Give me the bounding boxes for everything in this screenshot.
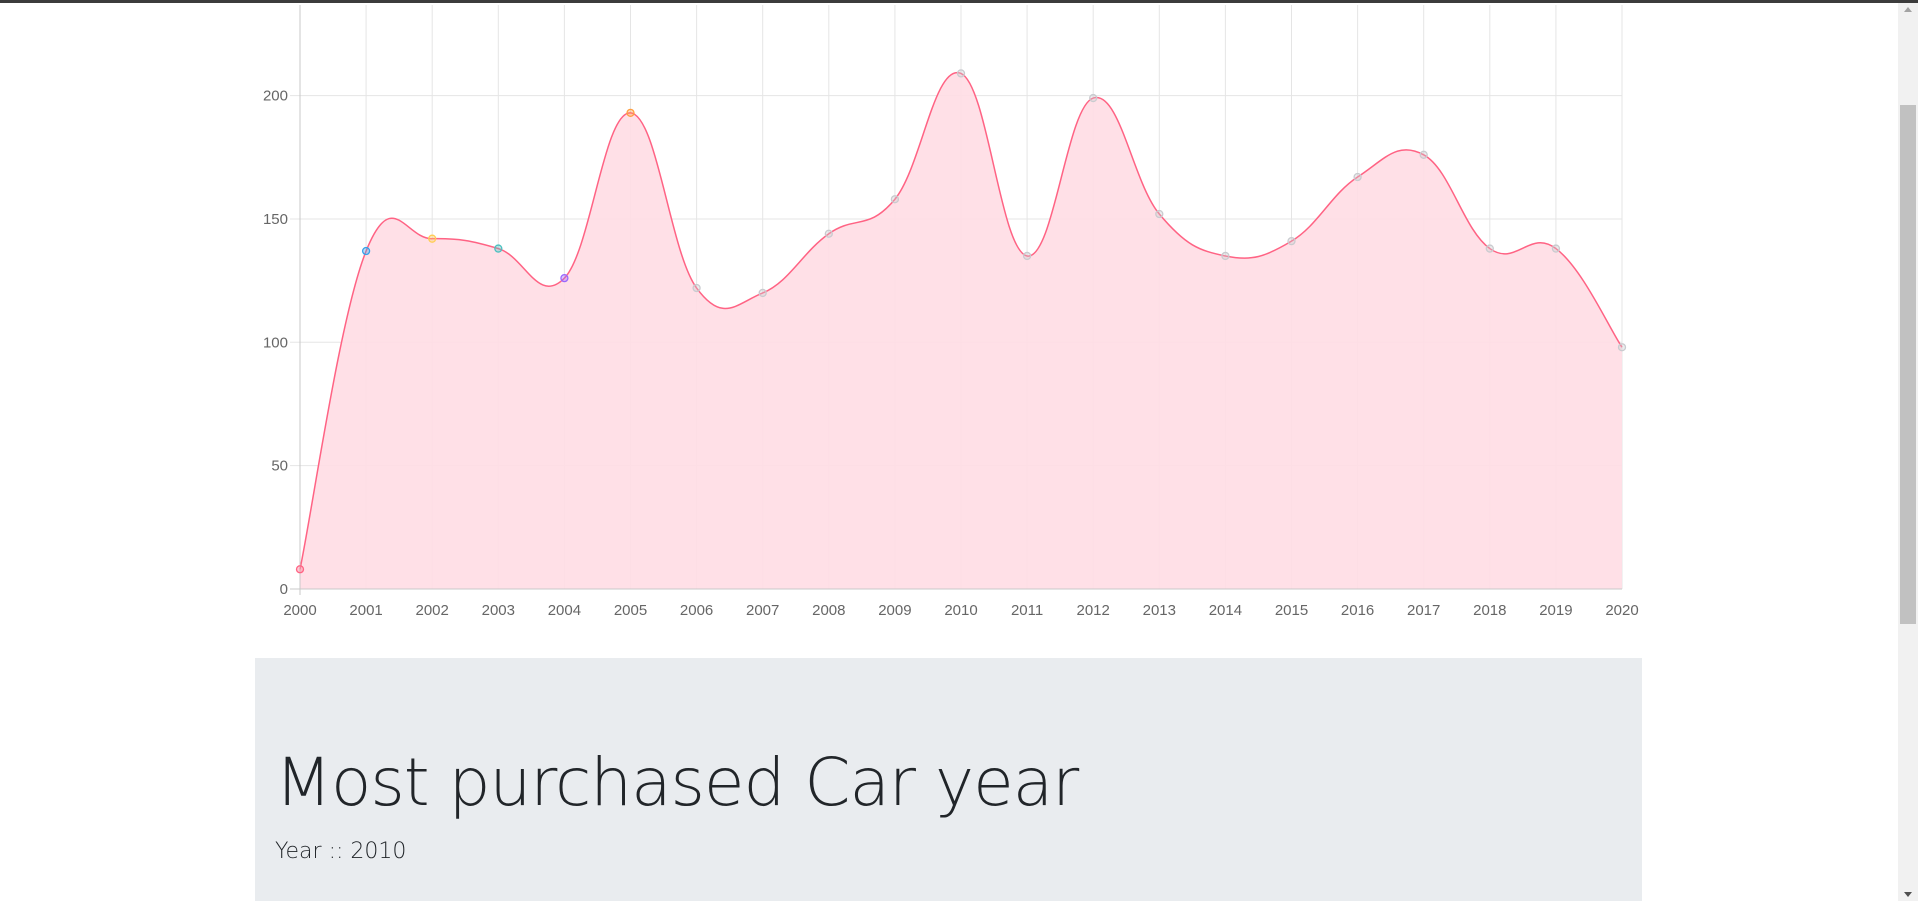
data-point-2009[interactable]: [890, 195, 900, 204]
x-tick-label-2007: 2007: [746, 602, 779, 619]
x-tick-label-2001: 2001: [349, 602, 382, 619]
data-point-2012[interactable]: [1089, 93, 1098, 103]
x-tick-label-2006: 2006: [680, 602, 713, 619]
data-point-2004[interactable]: [560, 274, 569, 283]
x-tick-label-2002: 2002: [416, 602, 449, 619]
x-tick-label-2003: 2003: [482, 602, 515, 619]
data-point-2008[interactable]: [824, 229, 833, 238]
x-tick-label-2019: 2019: [1539, 602, 1572, 619]
data-points: [295, 69, 1627, 574]
x-tick-label-2008: 2008: [812, 602, 845, 619]
y-tick-label-0: 0: [280, 581, 288, 598]
x-tick-label-2000: 2000: [283, 602, 316, 619]
jumbotron-title: Most purchased Car year: [275, 744, 1079, 821]
vertical-scrollbar[interactable]: [1898, 3, 1918, 901]
y-tick-label-150: 150: [263, 211, 288, 228]
data-point-2016[interactable]: [1353, 172, 1362, 182]
data-point-2014[interactable]: [1221, 251, 1230, 261]
x-tick-label-2009: 2009: [878, 602, 911, 619]
data-point-2013[interactable]: [1155, 209, 1164, 219]
x-tick-label-2010: 2010: [944, 602, 977, 619]
scrollbar-thumb[interactable]: [1900, 105, 1916, 624]
x-tick-label-2017: 2017: [1407, 602, 1440, 619]
scroll-up-arrow-icon[interactable]: [1904, 7, 1912, 12]
chart-axes: [290, 5, 1622, 595]
y-tick-label-100: 100: [263, 334, 288, 351]
series-area: [300, 72, 1622, 589]
data-point-2005[interactable]: [626, 108, 635, 118]
x-tick-label-2020: 2020: [1605, 602, 1638, 619]
data-point-2007[interactable]: [758, 288, 767, 298]
x-tick-label-2005: 2005: [614, 602, 647, 619]
scroll-down-arrow-icon[interactable]: [1904, 892, 1912, 897]
x-tick-label-2004: 2004: [548, 602, 581, 619]
line-chart: 2000 2001 2002 2003 2004 2005 2006 2007 2008 2009…: [263, 5, 1639, 619]
x-tick-label-2014: 2014: [1209, 602, 1242, 619]
x-tick-label-2015: 2015: [1275, 602, 1308, 619]
data-point-2011[interactable]: [1022, 251, 1032, 261]
data-point-2002[interactable]: [428, 234, 437, 243]
data-point-2018[interactable]: [1485, 244, 1494, 253]
x-axis-ticks: 2000 2001 2002 2003 2004 2005 2006 2007 2008 2009…: [283, 602, 1638, 619]
data-point-2000[interactable]: [295, 565, 305, 574]
data-point-2003[interactable]: [494, 244, 503, 253]
jumbotron: Most purchased Car year Year :: 2010: [255, 658, 1642, 901]
y-axis-ticks: 0 50 100 150 200: [263, 88, 288, 598]
data-point-2019[interactable]: [1551, 244, 1561, 253]
y-tick-label-50: 50: [271, 458, 288, 475]
data-point-2006[interactable]: [692, 283, 701, 293]
jumbotron-subtitle: Year :: 2010: [275, 839, 407, 864]
data-point-2017[interactable]: [1419, 150, 1428, 159]
x-tick-label-2018: 2018: [1473, 602, 1506, 619]
x-tick-label-2012: 2012: [1077, 602, 1110, 619]
x-tick-label-2013: 2013: [1143, 602, 1176, 619]
data-point-2001[interactable]: [361, 246, 371, 256]
y-tick-label-200: 200: [263, 88, 288, 105]
data-point-2020[interactable]: [1617, 343, 1627, 352]
data-point-2010[interactable]: [956, 69, 966, 78]
data-point-2015[interactable]: [1287, 237, 1296, 246]
series-line: [299, 71, 1623, 570]
top-border: [0, 0, 1918, 3]
x-tick-label-2016: 2016: [1341, 602, 1374, 619]
x-tick-label-2011: 2011: [1011, 602, 1043, 619]
